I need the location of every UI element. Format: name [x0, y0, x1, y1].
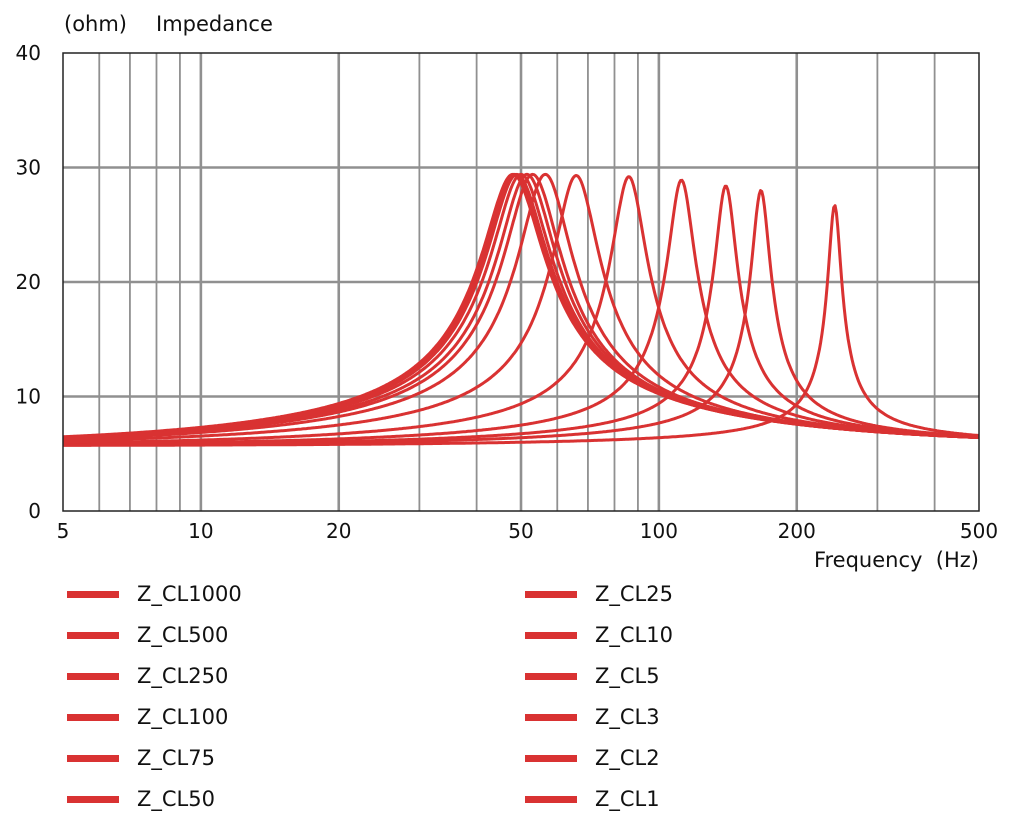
legend-swatch [525, 795, 577, 803]
x-tick-label: 500 [960, 519, 998, 543]
legend-item: Z_CL500 [67, 615, 228, 655]
y-tick-label: 20 [16, 270, 41, 294]
legend: Z_CL1000 Z_CL500 Z_CL250 Z_CL100 Z_CL75 Z_CL5… [0, 574, 1014, 826]
legend-swatch [525, 672, 577, 680]
legend-swatch [525, 754, 577, 762]
plot-frame [62, 52, 980, 512]
y-tick-label: 0 [28, 499, 41, 523]
x-tick-label: 20 [326, 519, 351, 543]
series-line-z-cl5 [62, 175, 980, 445]
legend-label: Z_CL500 [137, 623, 229, 647]
legend-swatch [67, 672, 119, 680]
legend-label: Z_CL100 [137, 705, 229, 729]
legend-label: Z_CL5 [595, 664, 660, 688]
legend-swatch [67, 713, 119, 721]
legend-item: Z_CL1 [525, 779, 660, 819]
legend-swatch [525, 631, 577, 639]
series-line-unnamed-12 [62, 204, 980, 447]
impedance-chart: 0 10 20 30 40 5 10 20 50 100 200 500 (ohm) Impedan… [16, 12, 999, 572]
x-tick-label: 50 [508, 519, 533, 543]
y-tick-label: 10 [16, 385, 41, 409]
legend-label: Z_CL10 [595, 623, 673, 647]
legend-label: Z_CL25 [595, 582, 673, 606]
legend-label: Z_CL3 [595, 705, 660, 729]
x-axis-label: Frequency (Hz) [814, 548, 979, 572]
x-tick-labels: 5 10 20 50 100 200 500 [57, 519, 998, 543]
legend-item: Z_CL100 [67, 697, 228, 737]
legend-label: Z_CL75 [137, 746, 215, 770]
legend-item: Z_CL250 [67, 656, 228, 696]
legend-swatch [525, 713, 577, 721]
x-tick-label: 5 [57, 519, 70, 543]
legend-swatch [67, 631, 119, 639]
y-tick-label: 40 [16, 41, 41, 65]
legend-label: Z_CL2 [595, 746, 660, 770]
legend-swatch [67, 754, 119, 762]
y-tick-label: 30 [16, 156, 41, 180]
x-tick-label: 200 [778, 519, 816, 543]
legend-item: Z_CL5 [525, 656, 660, 696]
grid [63, 53, 979, 511]
legend-label: Z_CL250 [137, 664, 229, 688]
x-tick-label: 100 [640, 519, 678, 543]
series-curves [62, 172, 980, 447]
legend-item: Z_CL50 [67, 779, 215, 819]
legend-item: Z_CL10 [525, 615, 673, 655]
legend-item: Z_CL25 [525, 574, 673, 614]
y-tick-labels: 0 10 20 30 40 [16, 41, 41, 523]
legend-item: Z_CL75 [67, 738, 215, 778]
legend-swatch [67, 795, 119, 803]
legend-swatch [67, 590, 119, 598]
x-tick-label: 10 [188, 519, 213, 543]
chart-title: Impedance [156, 12, 273, 36]
legend-label: Z_CL1 [595, 787, 660, 811]
legend-item: Z_CL1000 [67, 574, 242, 614]
legend-item: Z_CL2 [525, 738, 660, 778]
y-axis-label: (ohm) [64, 12, 127, 36]
legend-item: Z_CL3 [525, 697, 660, 737]
legend-swatch [525, 590, 577, 598]
legend-label: Z_CL50 [137, 787, 215, 811]
legend-label: Z_CL1000 [137, 582, 242, 606]
